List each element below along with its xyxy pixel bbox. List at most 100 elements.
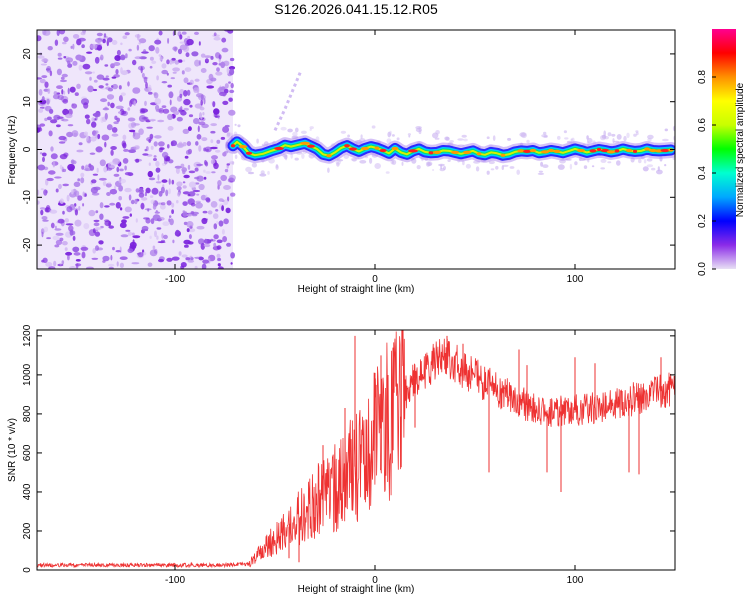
noise-speckle	[53, 91, 58, 96]
x-tick-label: 100	[567, 274, 584, 285]
noise-speckle	[72, 235, 76, 241]
noise-speckle	[151, 60, 157, 64]
noise-speckle	[165, 189, 169, 197]
signal-speckle	[646, 158, 653, 162]
signal-speckle	[623, 135, 627, 142]
noise-speckle	[42, 219, 49, 222]
noise-speckle	[155, 210, 158, 213]
noise-speckle	[158, 217, 165, 221]
signal-speckle	[415, 127, 422, 133]
noise-speckle	[184, 244, 189, 248]
noise-speckle	[67, 163, 75, 171]
noise-speckle	[121, 219, 127, 224]
noise-speckle	[201, 137, 208, 142]
noise-speckle	[210, 159, 216, 165]
noise-speckle	[161, 69, 168, 75]
noise-speckle	[201, 123, 209, 129]
noise-speckle	[148, 45, 155, 52]
signal-speckle	[538, 170, 544, 173]
noise-speckle	[157, 241, 166, 244]
noise-speckle	[50, 119, 58, 124]
noise-speckle	[223, 199, 229, 206]
noise-speckle	[167, 37, 170, 44]
noise-speckle	[216, 139, 221, 144]
noise-speckle	[94, 56, 100, 64]
trace-peak	[349, 147, 357, 151]
noise-speckle	[228, 174, 236, 181]
noise-speckle	[127, 107, 131, 111]
noise-speckle	[186, 141, 192, 147]
noise-speckle	[65, 113, 73, 119]
x-tick-label: 0	[372, 575, 378, 586]
noise-speckle	[213, 242, 217, 248]
noise-speckle	[69, 229, 74, 236]
noise-speckle	[54, 39, 59, 46]
noise-speckle	[40, 209, 44, 216]
signal-speckle	[519, 132, 526, 137]
noise-speckle	[65, 251, 73, 256]
y-tick-label: 10	[22, 96, 33, 108]
noise-speckle	[182, 128, 190, 134]
noise-speckle	[75, 259, 81, 262]
signal-speckle	[275, 164, 279, 170]
noise-speckle	[156, 227, 162, 230]
noise-speckle	[46, 98, 50, 105]
noise-speckle	[194, 78, 200, 82]
noise-speckle	[228, 66, 236, 70]
noise-speckle	[37, 127, 41, 133]
noise-speckle	[201, 217, 208, 225]
noise-speckle	[72, 246, 80, 253]
noise-speckle	[149, 118, 157, 122]
noise-speckle	[205, 171, 211, 174]
trace-peak	[274, 146, 284, 151]
noise-speckle	[56, 68, 63, 76]
noise-speckle	[223, 185, 231, 190]
signal-speckle	[607, 132, 612, 137]
signal-speckle	[591, 165, 595, 168]
noise-speckle	[80, 31, 86, 36]
noise-speckle	[203, 243, 211, 248]
noise-speckle	[190, 257, 194, 261]
noise-speckle	[218, 54, 222, 60]
noise-speckle	[99, 202, 104, 209]
noise-speckle	[217, 257, 222, 262]
noise-speckle	[111, 40, 118, 45]
noise-speckle	[128, 194, 132, 201]
noise-speckle	[174, 165, 182, 169]
noise-speckle	[181, 167, 187, 173]
signal-speckle	[486, 136, 490, 139]
noise-speckle	[56, 85, 63, 89]
noise-speckle	[64, 218, 70, 223]
signal-speckle	[509, 166, 515, 169]
noise-speckle	[132, 59, 137, 66]
noise-speckle	[145, 82, 148, 89]
signal-speckle	[611, 133, 616, 137]
noise-speckle	[106, 94, 115, 100]
noise-speckle	[72, 34, 80, 39]
signal-speckle	[557, 135, 561, 140]
noise-speckle	[43, 226, 49, 233]
noise-speckle	[172, 239, 175, 244]
noise-speckle	[77, 37, 86, 42]
noise-speckle	[37, 200, 40, 205]
noise-speckle	[138, 192, 145, 198]
noise-speckle	[173, 110, 180, 116]
noise-speckle	[63, 152, 69, 157]
noise-speckle	[45, 262, 53, 267]
noise-speckle	[92, 71, 95, 74]
noise-speckle	[145, 187, 151, 194]
noise-speckle	[154, 39, 162, 45]
noise-speckle	[227, 30, 234, 34]
noise-speckle	[120, 54, 126, 61]
noise-speckle	[96, 32, 103, 37]
noise-speckle	[91, 121, 97, 128]
noise-speckle	[129, 213, 132, 217]
noise-speckle	[56, 92, 61, 95]
signal-speckle	[285, 154, 288, 161]
signal-speckle	[486, 170, 490, 175]
noise-speckle	[39, 78, 46, 84]
noise-speckle	[218, 198, 224, 202]
trace-peak	[379, 148, 387, 153]
noise-speckle	[44, 81, 49, 88]
noise-speckle	[213, 162, 219, 170]
